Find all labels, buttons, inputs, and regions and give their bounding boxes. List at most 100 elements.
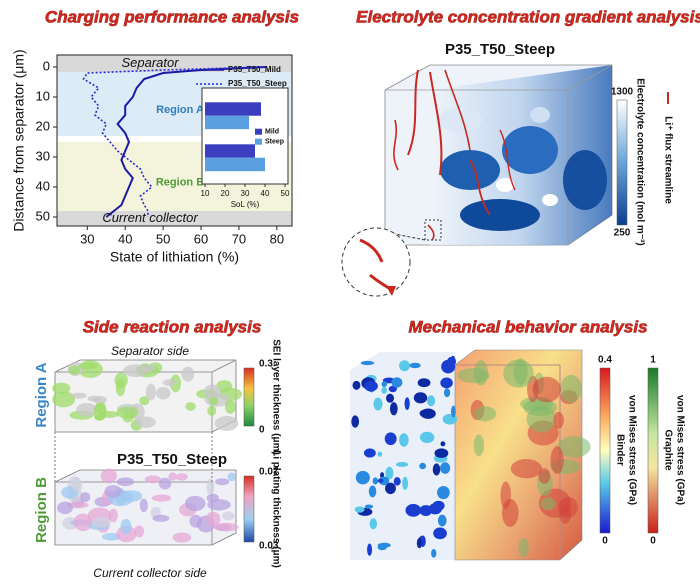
particle <box>122 412 134 423</box>
y-tick-label: 30 <box>36 148 50 163</box>
particle <box>135 416 156 428</box>
colorbar-label: Graphite <box>662 429 673 471</box>
particle <box>404 397 410 410</box>
particle <box>209 397 219 406</box>
particle <box>100 468 117 484</box>
particle <box>417 378 431 388</box>
sample-label: P35_T50_Steep <box>445 41 555 58</box>
particle <box>419 408 436 418</box>
particle <box>419 462 427 470</box>
particle <box>372 477 379 485</box>
particle <box>51 382 71 394</box>
particle <box>409 362 421 369</box>
particle <box>360 360 375 366</box>
particle <box>162 379 178 387</box>
region-label: Current collector <box>102 210 198 225</box>
colorbar-min: 0 <box>650 536 656 547</box>
particle <box>205 511 221 527</box>
particle <box>172 532 192 543</box>
x-tick-label: 50 <box>156 231 170 246</box>
colorbar <box>647 367 659 534</box>
colorbar-min: 0.03 <box>259 541 279 552</box>
mechanical-render <box>350 349 591 561</box>
region-b-label: Region B <box>33 477 50 543</box>
particle <box>473 360 489 386</box>
region-a-render <box>51 359 243 433</box>
particle <box>377 451 383 457</box>
legend-label: Li⁺ flux streamline <box>662 116 673 204</box>
particle <box>532 376 561 403</box>
particle <box>206 478 215 495</box>
data-line <box>82 66 266 217</box>
particle <box>184 495 206 512</box>
particle <box>222 511 235 521</box>
panel-title: Side reaction analysis <box>83 317 262 336</box>
colorbar-label: von Mises stress (GPa) <box>626 395 637 505</box>
particle <box>206 493 220 503</box>
sample-label: P35_T50_Steep <box>117 451 227 468</box>
colorbar <box>243 475 255 543</box>
particle <box>213 522 239 532</box>
particle <box>139 498 148 513</box>
particle <box>152 514 170 522</box>
region-band <box>57 211 292 226</box>
colorbar-max: 0.07 <box>259 467 279 478</box>
data-line <box>105 66 266 218</box>
particle <box>140 364 156 373</box>
particle <box>388 385 397 393</box>
colorbar-label: Electrolyte concentration (mol m⁻³) <box>634 78 645 246</box>
particle <box>389 402 398 416</box>
particle <box>378 476 390 486</box>
particle <box>139 396 150 406</box>
particle <box>557 436 591 458</box>
particle <box>413 392 428 404</box>
x-tick-label: 10 <box>201 189 210 198</box>
particle <box>377 544 387 551</box>
particle <box>91 516 111 528</box>
bottom-label: Current collector side <box>93 566 207 580</box>
particle <box>440 377 453 389</box>
particle <box>399 433 409 447</box>
particle <box>386 393 395 403</box>
y-axis-label: Distance from separator (μm) <box>11 49 27 231</box>
particle <box>215 478 230 486</box>
panel-title: Mechanical behavior analysis <box>408 317 647 336</box>
x-tick-label: 80 <box>270 231 284 246</box>
particle <box>385 482 396 495</box>
particle <box>538 468 551 484</box>
particle <box>369 518 378 530</box>
particle <box>363 448 376 458</box>
colorbar-max: 1300 <box>611 87 634 98</box>
particle <box>416 537 422 549</box>
particle <box>381 381 388 388</box>
x-tick-label: 20 <box>221 189 230 198</box>
particle <box>364 504 374 509</box>
particle <box>158 477 172 490</box>
region-b-render <box>54 468 239 546</box>
particle <box>510 459 543 479</box>
y-tick-label: 50 <box>36 208 50 223</box>
colorbar-max: 0.4 <box>598 355 612 366</box>
legend-swatch <box>255 138 262 145</box>
particle <box>214 415 239 431</box>
x-tick-label: 30 <box>80 231 94 246</box>
particle <box>116 477 135 487</box>
particle <box>553 411 564 429</box>
particle <box>513 358 528 385</box>
particle <box>351 415 360 428</box>
particle <box>426 395 436 407</box>
particle <box>473 434 485 457</box>
particle <box>364 380 378 392</box>
legend-label: P35_T50_Steep <box>228 79 287 88</box>
colorbar-label: SEI layer thickness (μm) <box>270 339 281 455</box>
particle <box>437 514 447 527</box>
bar <box>205 144 255 158</box>
particle <box>108 508 118 523</box>
particle <box>151 494 172 502</box>
particle <box>385 466 394 480</box>
particle <box>377 478 384 483</box>
particle <box>87 395 102 402</box>
colorbar-min: 0 <box>602 536 608 547</box>
x-tick-label: 70 <box>232 231 246 246</box>
particle <box>540 497 556 511</box>
